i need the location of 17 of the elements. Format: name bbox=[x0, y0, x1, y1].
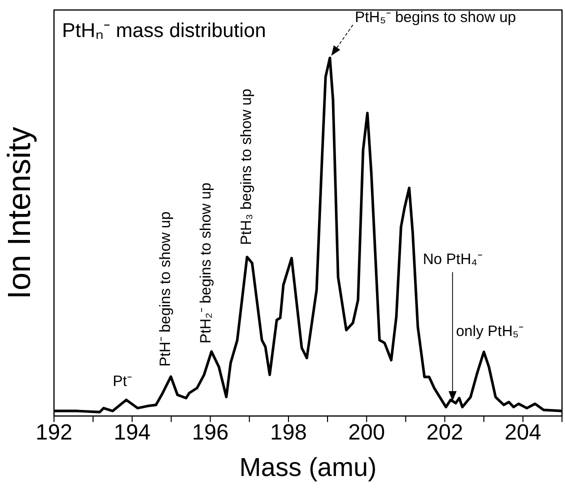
x-tick-label: 202 bbox=[426, 420, 464, 445]
chart-title: PtHₙ⁻ mass distribution bbox=[62, 20, 266, 42]
x-tick-label: 192 bbox=[36, 420, 72, 445]
x-tick-label: 198 bbox=[270, 420, 307, 445]
annotation: only PtH₅⁻ bbox=[456, 322, 524, 340]
x-tick-label: 194 bbox=[114, 420, 151, 445]
y-axis-title: Ion Intensity bbox=[1, 126, 37, 300]
annotation: Pt⁻ bbox=[112, 372, 132, 390]
x-tick-label: 200 bbox=[348, 420, 385, 445]
annotation: PtH₃ begins to show up bbox=[238, 88, 256, 246]
annotation: PtH₂⁻ begins to show up bbox=[197, 182, 214, 344]
annotation: PtH₅⁻ begins to show up bbox=[354, 8, 516, 26]
x-axis-title: Mass (amu) bbox=[239, 452, 377, 482]
annotation: No PtH₄⁻ bbox=[422, 251, 482, 268]
x-tick-label: 204 bbox=[504, 420, 542, 445]
x-tick-label: 196 bbox=[192, 420, 229, 445]
annotation: PtH⁻ begins to show up bbox=[156, 212, 174, 367]
